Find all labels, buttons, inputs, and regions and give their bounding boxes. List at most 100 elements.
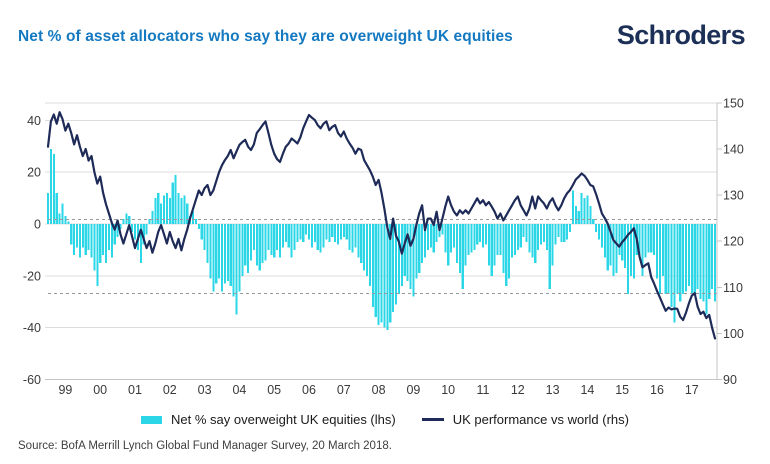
legend-item-line: UK performance vs world (rhs)	[421, 412, 629, 427]
bar	[319, 224, 322, 253]
bar	[99, 224, 102, 263]
bar	[212, 224, 215, 292]
bar	[307, 224, 311, 240]
right-axis-label: 140	[723, 143, 744, 157]
bar	[104, 224, 108, 263]
bar	[322, 224, 325, 248]
bar	[644, 224, 647, 258]
bar	[603, 224, 606, 258]
bar	[334, 224, 337, 243]
bar	[148, 218, 151, 224]
bar	[177, 192, 180, 224]
bar	[583, 198, 586, 224]
bar	[209, 224, 212, 279]
bar	[618, 224, 621, 256]
bar	[316, 224, 319, 250]
bar	[508, 224, 511, 279]
bar	[383, 224, 386, 328]
bar	[264, 224, 267, 261]
right-axis-label: 120	[723, 235, 744, 249]
bar	[554, 224, 557, 245]
bar	[238, 224, 241, 292]
bar	[241, 224, 244, 276]
bar	[371, 224, 374, 307]
bar	[670, 224, 673, 307]
bar	[357, 224, 360, 258]
x-axis-year-label: 05	[267, 383, 281, 397]
bar	[55, 192, 58, 224]
bar	[142, 224, 145, 245]
bar	[197, 224, 200, 230]
bar	[435, 224, 438, 243]
bar	[537, 224, 540, 250]
bar	[571, 190, 574, 224]
bar	[133, 224, 137, 240]
left-axis-label: -40	[23, 321, 41, 335]
x-axis-year-label: 00	[93, 383, 107, 397]
bar	[296, 224, 299, 243]
bar	[696, 224, 699, 289]
bar	[226, 224, 229, 281]
bar	[247, 224, 250, 274]
legend-item-bars: Net % say overweight UK equities (lhs)	[141, 412, 396, 427]
bar	[302, 224, 305, 243]
right-axis-label: 130	[723, 189, 744, 203]
line-series-swatch	[421, 418, 444, 421]
bar	[513, 224, 516, 256]
bar	[162, 195, 166, 224]
x-axis-year-label: 07	[337, 383, 351, 397]
bar	[342, 224, 345, 237]
bar	[589, 205, 592, 224]
bar	[708, 224, 711, 300]
bar	[119, 224, 122, 230]
bar	[577, 211, 580, 224]
bar	[52, 154, 55, 224]
bar	[313, 224, 316, 243]
bar	[354, 224, 357, 248]
bar	[351, 224, 354, 253]
bar	[365, 224, 369, 276]
bar	[293, 224, 296, 250]
bar	[699, 224, 702, 300]
bar	[73, 224, 76, 256]
bar	[400, 224, 403, 287]
bar	[255, 224, 258, 266]
right-axis-label: 100	[723, 327, 744, 341]
bar	[653, 224, 656, 256]
bar	[67, 221, 70, 224]
bar	[90, 224, 93, 258]
bar	[331, 224, 334, 237]
bar	[679, 224, 682, 302]
bar	[160, 203, 163, 224]
bar	[566, 224, 569, 240]
bar	[568, 224, 572, 232]
bar	[273, 224, 276, 258]
bar	[531, 224, 534, 258]
bar	[539, 224, 543, 245]
bar	[505, 224, 508, 287]
bar	[84, 224, 87, 256]
bar	[548, 224, 551, 289]
x-axis-year-label: 01	[128, 383, 142, 397]
bar	[452, 224, 456, 248]
bar	[647, 224, 650, 253]
bar	[102, 224, 105, 256]
bar	[626, 224, 630, 294]
bar	[528, 224, 531, 253]
legend-label-line: UK performance vs world (rhs)	[452, 412, 629, 427]
bar	[305, 224, 308, 235]
bar	[525, 224, 528, 243]
bar	[125, 213, 128, 224]
left-axis-label: -60	[23, 373, 41, 387]
bar	[412, 224, 415, 297]
bar	[458, 224, 461, 274]
bar	[406, 224, 409, 281]
x-axis-year-label: 02	[163, 383, 177, 397]
bar	[81, 224, 84, 248]
bar	[171, 182, 174, 224]
bar	[270, 224, 273, 256]
bar	[249, 224, 253, 261]
bar	[58, 213, 61, 224]
bar	[374, 224, 377, 318]
